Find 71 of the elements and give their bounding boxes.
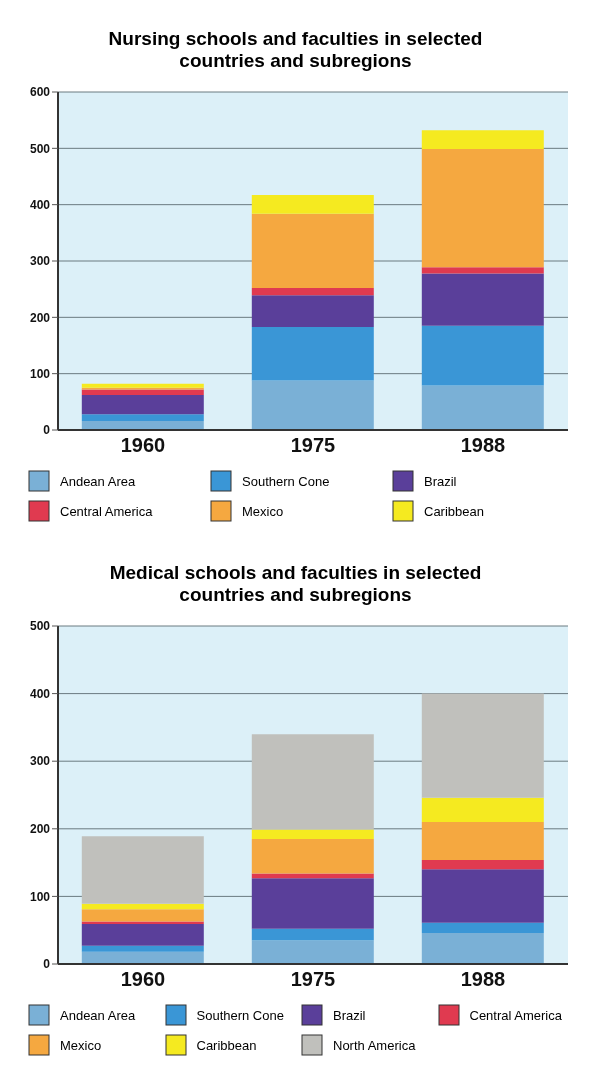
chart-title: Nursing schools and faculties in selected countries and subregions: [107, 28, 484, 72]
chart-title: Medical schools and faculties in selected countries and subregions: [108, 562, 483, 606]
x-tick-label: 1975: [290, 968, 336, 991]
legend-label: Andean Area: [60, 473, 136, 489]
y-tick-label: 400: [29, 197, 51, 212]
bar: [421, 869, 544, 923]
bar: [251, 940, 374, 964]
x-tick-label: 1975: [290, 434, 336, 457]
bar: [251, 326, 374, 381]
bar: [251, 295, 374, 327]
legend-label: Andean Area: [60, 1007, 136, 1023]
bar: [81, 945, 204, 952]
bar: [251, 288, 374, 296]
bar: [81, 383, 204, 388]
y-tick-label: 200: [29, 310, 51, 325]
bar: [81, 951, 204, 964]
legend-label: Brazil: [333, 1007, 366, 1023]
bar: [421, 267, 544, 274]
y-tick-label: 0: [43, 957, 51, 972]
bar: [421, 130, 544, 149]
bar: [421, 922, 544, 933]
bar: [251, 928, 374, 941]
bar: [251, 213, 374, 289]
bar: [81, 395, 204, 415]
legend-label: North America: [333, 1037, 416, 1053]
bar: [251, 734, 374, 830]
bar: [421, 797, 544, 823]
legend-label: Southern Cone: [196, 1007, 284, 1023]
legend-label: Caribbean: [196, 1037, 257, 1053]
y-tick-label: 500: [29, 619, 51, 634]
bar: [421, 859, 544, 870]
bar: [251, 838, 374, 874]
x-tick-label: 1960: [120, 968, 166, 991]
y-tick-label: 200: [29, 822, 51, 837]
bar: [421, 932, 544, 964]
legend-label: Central America: [60, 503, 153, 519]
legend-label: Caribbean: [424, 503, 484, 519]
y-tick-label: 300: [29, 754, 51, 769]
x-tick-label: 1988: [460, 968, 506, 991]
bar: [81, 414, 204, 421]
bar: [421, 273, 544, 326]
bar: [421, 148, 544, 268]
y-tick-label: 100: [29, 366, 51, 381]
bar: [81, 389, 204, 396]
y-tick-label: 500: [29, 141, 51, 156]
legend-label: Brazil: [424, 473, 457, 489]
legend-label: Central America: [469, 1007, 562, 1023]
y-tick-label: 400: [29, 686, 51, 701]
y-tick-label: 300: [29, 254, 51, 269]
bar: [251, 829, 374, 839]
legend-label: Southern Cone: [242, 473, 330, 489]
y-tick-label: 100: [29, 889, 51, 904]
y-tick-label: 0: [43, 423, 51, 438]
bar: [251, 873, 374, 879]
bar: [251, 380, 374, 430]
bar: [81, 909, 204, 922]
bar: [81, 924, 204, 946]
bar: [421, 385, 544, 430]
bar: [421, 693, 544, 798]
x-tick-label: 1988: [460, 434, 506, 457]
y-tick-label: 600: [29, 85, 51, 100]
bar: [81, 921, 204, 925]
bar: [251, 195, 374, 214]
x-tick-label: 1960: [120, 434, 166, 457]
bar: [251, 878, 374, 929]
bar: [421, 822, 544, 860]
legend-label: Mexico: [60, 1037, 102, 1053]
bar: [421, 325, 544, 386]
bar: [81, 903, 204, 910]
bar: [81, 836, 204, 904]
legend-label: Mexico: [242, 503, 284, 519]
